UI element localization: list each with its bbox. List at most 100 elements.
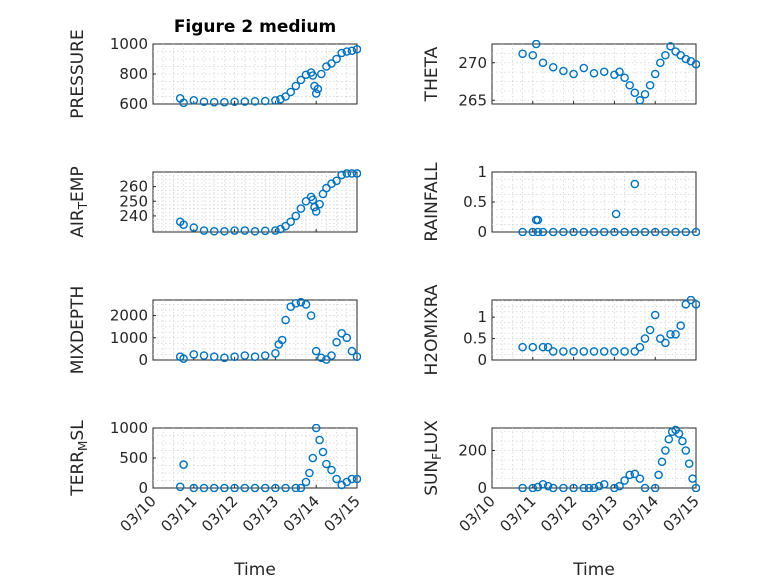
data-point xyxy=(318,447,328,457)
y-tick-label: 500 xyxy=(119,449,148,467)
data-point xyxy=(337,48,347,58)
x-tick-label: 03/10 xyxy=(117,492,160,535)
x-tick-label: 03/14 xyxy=(619,492,662,535)
data-point xyxy=(548,227,558,236)
y-tick-label: 1000 xyxy=(110,35,148,53)
data-point xyxy=(589,68,599,78)
axes-box xyxy=(491,299,697,361)
data-point xyxy=(347,474,357,484)
data-point xyxy=(209,352,219,361)
data-point xyxy=(661,227,670,236)
data-point xyxy=(518,227,527,236)
series-points xyxy=(175,169,361,236)
y-tick-label: 1 xyxy=(477,308,487,326)
data-point xyxy=(620,347,629,356)
data-point xyxy=(352,44,361,54)
y-axis-label: TERRMSL xyxy=(68,420,90,497)
data-point xyxy=(179,98,188,108)
subplot-5: 0 1000 2000 MIXDEPTH xyxy=(68,286,361,374)
data-point xyxy=(291,81,301,91)
data-point xyxy=(681,54,691,64)
x-tick-label: 03/14 xyxy=(280,492,323,535)
y-tick-label: 0 xyxy=(138,479,148,497)
data-point xyxy=(347,46,357,56)
data-point xyxy=(664,434,674,444)
data-point xyxy=(189,350,199,359)
data-point xyxy=(661,338,670,348)
x-tick-label: 03/15 xyxy=(321,492,364,535)
data-point xyxy=(543,481,553,491)
data-point xyxy=(230,352,239,361)
data-point xyxy=(189,483,199,492)
data-point xyxy=(615,67,624,77)
data-point xyxy=(337,170,347,180)
data-point xyxy=(240,97,250,106)
y-tick-label: 1000 xyxy=(110,329,148,347)
data-point xyxy=(308,453,318,463)
data-point xyxy=(271,96,280,105)
y-tick-label: 265 xyxy=(458,91,487,109)
y-tick-label: 270 xyxy=(458,54,487,72)
data-point xyxy=(635,474,645,483)
data-point xyxy=(296,75,306,85)
data-point xyxy=(681,446,691,455)
data-point xyxy=(630,179,640,189)
x-tick-label: 03/12 xyxy=(198,492,241,535)
y-tick-label: 200 xyxy=(458,442,487,460)
data-point xyxy=(657,457,667,467)
data-point xyxy=(678,436,687,446)
series-points xyxy=(175,44,361,108)
data-point xyxy=(342,333,352,343)
data-point xyxy=(271,349,280,358)
data-point xyxy=(625,80,635,90)
data-point xyxy=(311,89,321,98)
data-point xyxy=(311,207,321,216)
y-tick-label: 240 xyxy=(119,207,148,225)
data-point xyxy=(308,71,318,80)
data-point xyxy=(610,227,619,236)
data-point xyxy=(538,479,548,489)
data-point xyxy=(594,481,604,491)
series-points xyxy=(175,424,361,492)
data-point xyxy=(533,215,543,225)
data-point xyxy=(656,58,665,68)
data-point xyxy=(543,342,553,352)
data-point xyxy=(189,223,199,232)
data-point xyxy=(220,97,229,107)
data-point xyxy=(220,226,229,236)
chart-title: Figure 2 medium xyxy=(174,17,336,37)
subplot-2: 265 270 THETA xyxy=(422,40,700,109)
data-point xyxy=(661,446,670,455)
data-point xyxy=(518,483,527,492)
data-point xyxy=(315,435,324,445)
y-tick-label: 0 xyxy=(477,223,487,241)
data-point xyxy=(674,429,684,438)
x-tick-label: 03/10 xyxy=(456,492,499,535)
y-tick-label: 250 xyxy=(119,192,148,210)
data-point xyxy=(179,460,188,469)
data-point xyxy=(342,169,352,178)
y-tick-label: 2000 xyxy=(110,307,148,325)
data-point xyxy=(327,59,336,68)
data-point xyxy=(199,351,209,360)
data-point xyxy=(650,69,660,79)
data-point xyxy=(579,483,589,492)
data-point xyxy=(691,227,700,236)
data-point xyxy=(635,342,645,352)
data-point xyxy=(548,62,558,72)
y-tick-label: 0 xyxy=(138,351,148,369)
data-point xyxy=(579,63,589,73)
data-point xyxy=(286,87,296,97)
data-point xyxy=(250,226,260,236)
data-point xyxy=(645,325,655,335)
y-tick-label: 1000 xyxy=(110,419,148,437)
data-point xyxy=(584,483,594,492)
y-axis-label: THETA xyxy=(422,46,442,102)
data-point xyxy=(686,296,696,305)
data-point xyxy=(230,97,239,107)
data-point xyxy=(528,50,538,60)
data-point xyxy=(296,483,306,492)
data-point xyxy=(611,209,621,219)
data-point xyxy=(656,334,665,343)
